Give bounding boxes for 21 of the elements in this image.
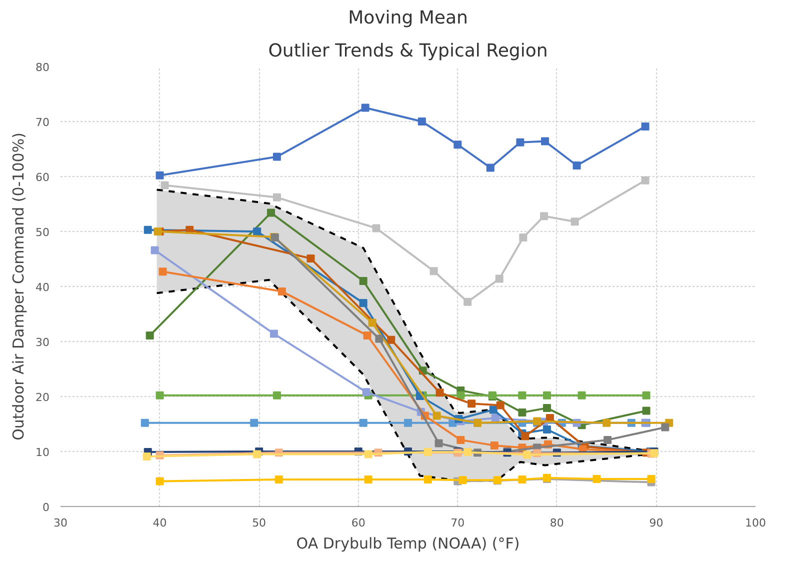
y-tick-label: 30 [36, 336, 50, 349]
x-tick-label: 90 [649, 516, 664, 530]
chart-title: Moving Mean [348, 8, 468, 28]
x-tick-label: 40 [152, 516, 167, 530]
chart-subtitle: Outlier Trends & Typical Region [268, 40, 548, 62]
y-tick-label: 0 [42, 501, 50, 514]
x-tick-label: 100 [745, 516, 766, 530]
y-tick-label: 70 [36, 116, 50, 129]
x-tick-label: 50 [252, 516, 266, 530]
x-tick-label: 70 [450, 516, 465, 530]
y-tick-label: 40 [36, 281, 50, 294]
y-tick-label: 20 [36, 391, 50, 404]
y-tick-label: 50 [36, 226, 50, 239]
x-tick-label: 80 [550, 516, 564, 530]
x-axis-title: OA Drybulb Temp (NOAA) (°F) [296, 534, 520, 552]
y-tick-label: 80 [36, 61, 50, 74]
x-tick-label: 60 [351, 516, 366, 530]
x-tick-label: 30 [54, 516, 68, 530]
y-tick-label: 10 [36, 446, 50, 459]
y-tick-label: 60 [36, 171, 50, 184]
y-axis-title: Outdoor Air Damper Command (0-100%) [10, 132, 28, 440]
